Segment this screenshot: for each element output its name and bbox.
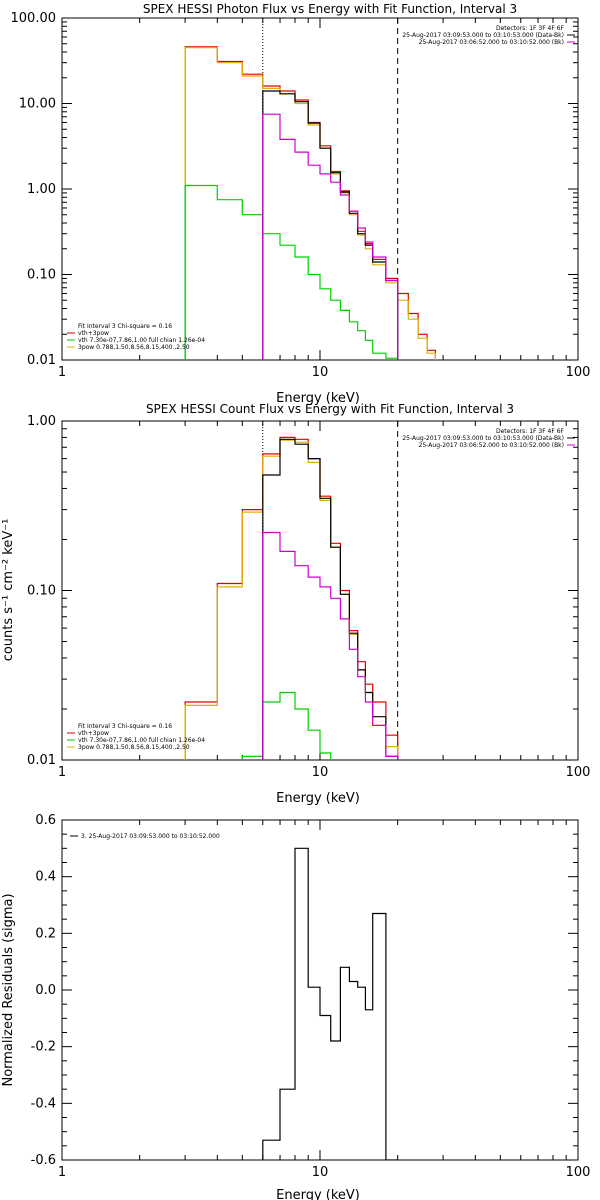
photon-legend-entry: Fit Interval 3 Chi-square = 0.16 bbox=[78, 323, 172, 330]
photon-y-tick-label: 10.00 bbox=[19, 97, 56, 112]
count-y-tick-label: 0.01 bbox=[27, 753, 56, 768]
photon-legend-entry: 25-Aug-2017 03:09:53.000 to 03:10:53.000… bbox=[402, 32, 564, 39]
photon-y-tick-label: 0.01 bbox=[27, 353, 56, 368]
count-chart-title: SPEX HESSI Count Flux vs Energy with Fit… bbox=[146, 402, 514, 416]
count-series-3pow bbox=[184, 439, 399, 760]
count-flux-panel: SPEX HESSI Count Flux vs Energy with Fit… bbox=[1, 402, 590, 806]
count-legend-entry: vth+3pow bbox=[78, 730, 109, 737]
count-legend-entry: 25-Aug-2017 03:06:52.000 to 03:10:52.000… bbox=[419, 442, 564, 449]
resid-x-tick-label: 100 bbox=[566, 1165, 591, 1180]
photon-axes-frame bbox=[61, 17, 579, 361]
residuals-x-axis-label: Energy (keV) bbox=[276, 1188, 360, 1200]
count-plot-area: 1 10 100 0.01 0.10 1.00 Detectors: 1F 3F 4F 6F… bbox=[27, 414, 590, 780]
resid-y-tick-label: 0.0 bbox=[35, 983, 56, 998]
resid-y-tick-label: 0.2 bbox=[35, 926, 56, 941]
photon-x-tick-label: 100 bbox=[566, 365, 591, 380]
count-legend-entry: Detectors: 1F 3F 4F 6F bbox=[496, 428, 565, 435]
photon-legend-entry: Detectors: 1F 3F 4F 6F bbox=[496, 25, 565, 32]
count-series-data-bk bbox=[262, 438, 399, 760]
photon-y-tick-label: 1.00 bbox=[27, 182, 56, 197]
photon-series-data-bk bbox=[262, 90, 399, 360]
count-series-vth bbox=[241, 691, 332, 760]
resid-y-tick-label: 0.4 bbox=[35, 870, 56, 885]
photon-x-tick-label: 10 bbox=[312, 365, 329, 380]
count-series-bk bbox=[262, 531, 399, 760]
photon-series-3pow bbox=[184, 47, 436, 360]
resid-y-tick-label: -0.4 bbox=[31, 1096, 56, 1111]
residuals-panel: Energy (keV) Normalized Residuals (sigma… bbox=[1, 813, 590, 1200]
count-y-tick-label: 1.00 bbox=[27, 414, 56, 429]
resid-legend-entry: 3. 25-Aug-2017 03:09:53.000 to 03:10:52.… bbox=[81, 833, 220, 840]
photon-legend-entry: vth+3pow bbox=[78, 330, 109, 337]
count-x-axis-label: Energy (keV) bbox=[276, 791, 360, 806]
count-x-tick-label: 1 bbox=[58, 765, 66, 780]
count-legend-entry: vth 7.30e-07,7.86,1.00 full chian 1.26e-… bbox=[78, 737, 205, 744]
photon-legend-entry: 25-Aug-2017 03:06:52.000 to 03:10:52.000… bbox=[419, 39, 564, 46]
photon-flux-panel: SPEX HESSI Photon Flux vs Energy with Fi… bbox=[11, 2, 591, 406]
count-y-axis-label: counts s⁻¹ cm⁻² keV⁻¹ bbox=[1, 519, 16, 662]
photon-plot-area: 1 10 100 0.01 0.10 1.00 10.00 100.00 Detectors: … bbox=[11, 11, 591, 380]
resid-series-3-25-aug-2017-03-09-53-000-to-03-10-52-000 bbox=[262, 847, 398, 1160]
count-x-tick-label: 10 bbox=[312, 765, 329, 780]
photon-legend-entry: vth 7.30e-07,7.86,1.00 full chian 1.26e-… bbox=[78, 337, 205, 344]
resid-y-tick-label: 0.6 bbox=[35, 813, 56, 828]
resid-x-tick-label: 10 bbox=[312, 1165, 329, 1180]
count-y-tick-label: 0.10 bbox=[27, 584, 56, 599]
count-x-tick-label: 100 bbox=[566, 765, 591, 780]
photon-legend-entry: 3pow 0.788,1.50,8.56,8.15,400.,2.50 bbox=[78, 344, 190, 351]
count-series-vth-3pow bbox=[184, 436, 399, 760]
resid-y-tick-label: -0.2 bbox=[31, 1040, 56, 1055]
count-legend-entry: 25-Aug-2017 03:09:53.000 to 03:10:53.000… bbox=[402, 435, 564, 442]
photon-x-axis-label: Energy (keV) bbox=[276, 391, 360, 406]
photon-series-bk bbox=[262, 113, 399, 360]
photon-series-vth bbox=[184, 184, 399, 360]
resid-x-tick-label: 1 bbox=[58, 1165, 66, 1180]
photon-y-tick-label: 0.10 bbox=[27, 268, 56, 283]
count-legend-entry: 3pow 0.788,1.50,8.56,8.15,400.,2.50 bbox=[78, 744, 190, 751]
count-legend-entry: Fit Interval 3 Chi-square = 0.16 bbox=[78, 723, 172, 730]
photon-chart-title: SPEX HESSI Photon Flux vs Energy with Fi… bbox=[143, 2, 517, 16]
residuals-plot-area: 1 10 100 -0.6 -0.4 -0.2 0.0 0.2 0.4 0.6 3. 25-Aug-… bbox=[31, 813, 591, 1180]
photon-x-tick-label: 1 bbox=[58, 365, 66, 380]
photon-y-tick-label: 100.00 bbox=[11, 11, 57, 26]
resid-y-tick-label: -0.6 bbox=[31, 1153, 56, 1168]
residuals-y-axis-label: Normalized Residuals (sigma) bbox=[1, 893, 16, 1086]
